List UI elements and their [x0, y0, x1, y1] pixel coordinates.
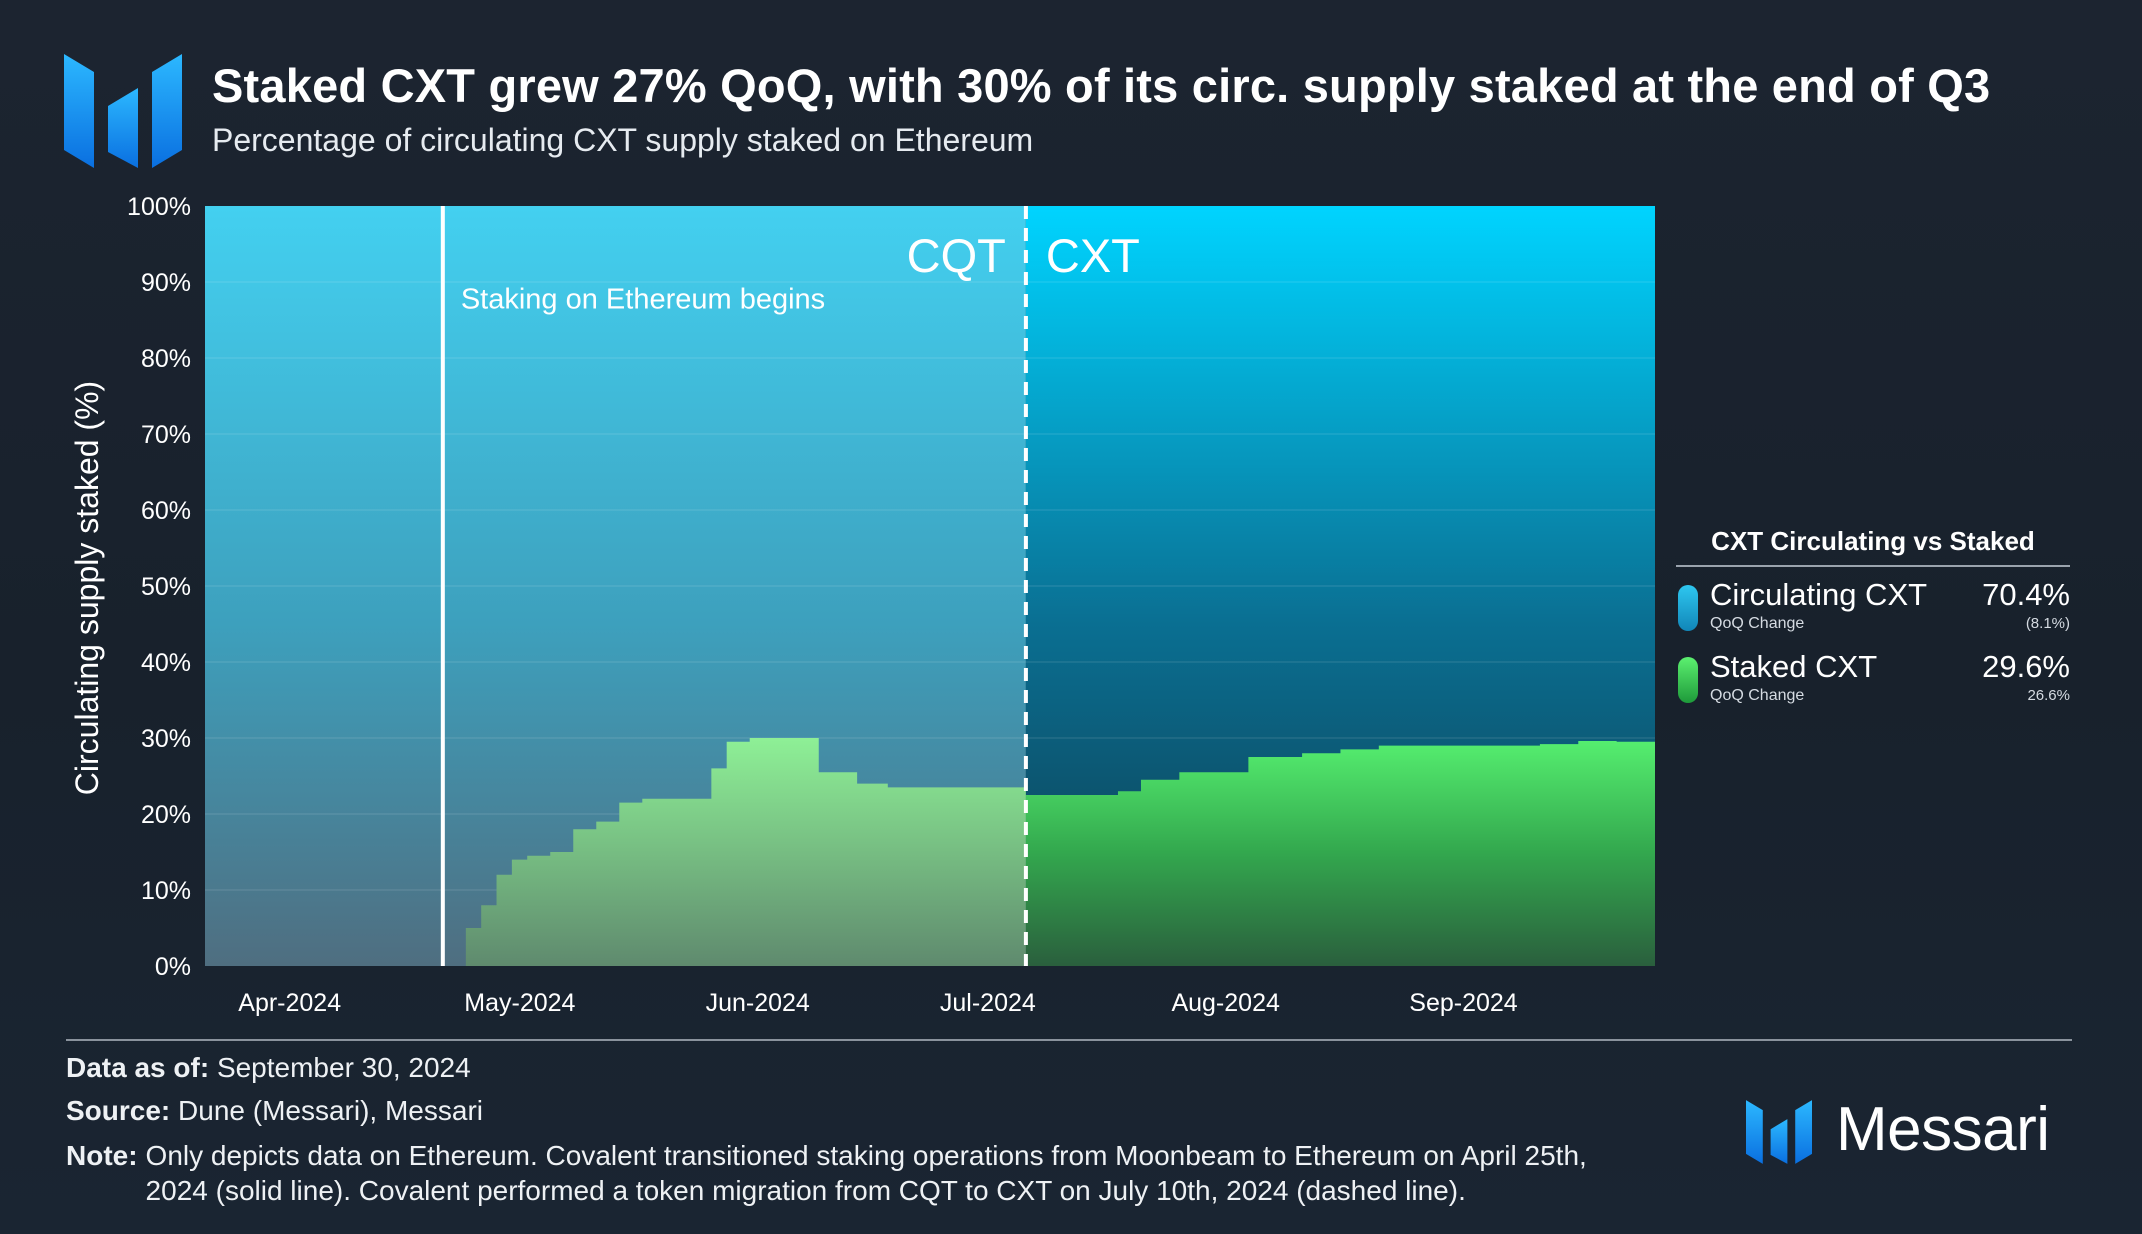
y-tick-label: 30% [141, 725, 191, 753]
axes: 0% 10% 20% 30% 40% 50% 60% 70% 80% 90% 100% Apr-202… [69, 193, 1518, 1017]
x-tick-label: Apr-2024 [238, 989, 341, 1017]
data-as-of-value: September 30, 2024 [216, 1052, 471, 1083]
legend-item-value: 70.4% [1982, 577, 2070, 612]
x-tick-label: Aug-2024 [1171, 989, 1280, 1017]
y-tick-label: 90% [141, 269, 191, 297]
messari-brand: Messari [1746, 1095, 2076, 1164]
x-tick-label: May-2024 [464, 989, 575, 1017]
y-tick-label: 10% [141, 877, 191, 905]
note-value: Only depicts data on Ethereum. Covalent … [145, 1140, 1587, 1206]
staking-begins-label: Staking on Ethereum begins [461, 284, 825, 316]
x-tick-label: Sep-2024 [1409, 989, 1518, 1017]
x-tick-label: Jul-2024 [940, 989, 1036, 1017]
y-tick-label: 0% [155, 953, 191, 981]
data-as-of: Data as of: September 30, 2024 [66, 1052, 471, 1084]
y-tick-label: 40% [141, 649, 191, 677]
staked-area-cxt [1025, 741, 1655, 966]
y-tick-label: 100% [127, 193, 191, 221]
note: Note: Only depicts data on Ethereum. Cov… [66, 1138, 1626, 1208]
messari-wordmark: Messari [1836, 1095, 2050, 1164]
y-tick-label: 80% [141, 345, 191, 373]
note-label: Note: [66, 1140, 138, 1171]
source: Source: Dune (Messari), Messari [66, 1095, 483, 1127]
y-tick-label: 50% [141, 573, 191, 601]
y-tick-label: 60% [141, 497, 191, 525]
y-axis-title: Circulating supply staked (%) [69, 381, 105, 795]
legend-item-sublabel: QoQ Change [1710, 615, 1805, 632]
legend-item-change: (8.1%) [2025, 615, 2070, 632]
legend-item-label: Circulating CXT [1710, 577, 1928, 612]
legend-item-change: 26.6% [2027, 687, 2070, 704]
legend-item-staked: Staked CXT QoQ Change 29.6% 26.6% [1676, 649, 2070, 711]
source-label: Source: [66, 1095, 171, 1126]
legend-item-circulating: Circulating CXT QoQ Change 70.4% (8.1%) [1676, 577, 2070, 639]
staked-area [442, 738, 1655, 966]
legend-title: CXT Circulating vs Staked [1676, 526, 2070, 567]
messari-brand-icon [1746, 1100, 1812, 1164]
data-as-of-label: Data as of: [66, 1052, 210, 1083]
legend-item-value: 29.6% [1982, 649, 2070, 684]
cxt-label: CXT [1046, 229, 1140, 282]
staked-area-cqt [442, 738, 1026, 966]
y-tick-label: 20% [141, 801, 191, 829]
legend-item-label: Staked CXT [1710, 649, 1878, 684]
legend-item-sublabel: QoQ Change [1710, 687, 1805, 704]
legend: CXT Circulating vs Staked Circulating CX… [1676, 526, 2070, 711]
staked-swatch [1678, 657, 1698, 703]
footer-divider [66, 1039, 2072, 1041]
cqt-label: CQT [907, 229, 1006, 282]
y-tick-label: 70% [141, 421, 191, 449]
circulating-swatch [1678, 585, 1698, 631]
messari-logo-icon [64, 54, 182, 168]
x-tick-label: Jun-2024 [706, 989, 810, 1017]
event-markers: Staking on Ethereum begins CQT CXT [440, 206, 1140, 966]
source-value: Dune (Messari), Messari [178, 1095, 483, 1126]
chart-subtitle: Percentage of circulating CXT supply sta… [212, 122, 1034, 158]
chart-title: Staked CXT grew 27% QoQ, with 30% of its… [212, 59, 1991, 112]
